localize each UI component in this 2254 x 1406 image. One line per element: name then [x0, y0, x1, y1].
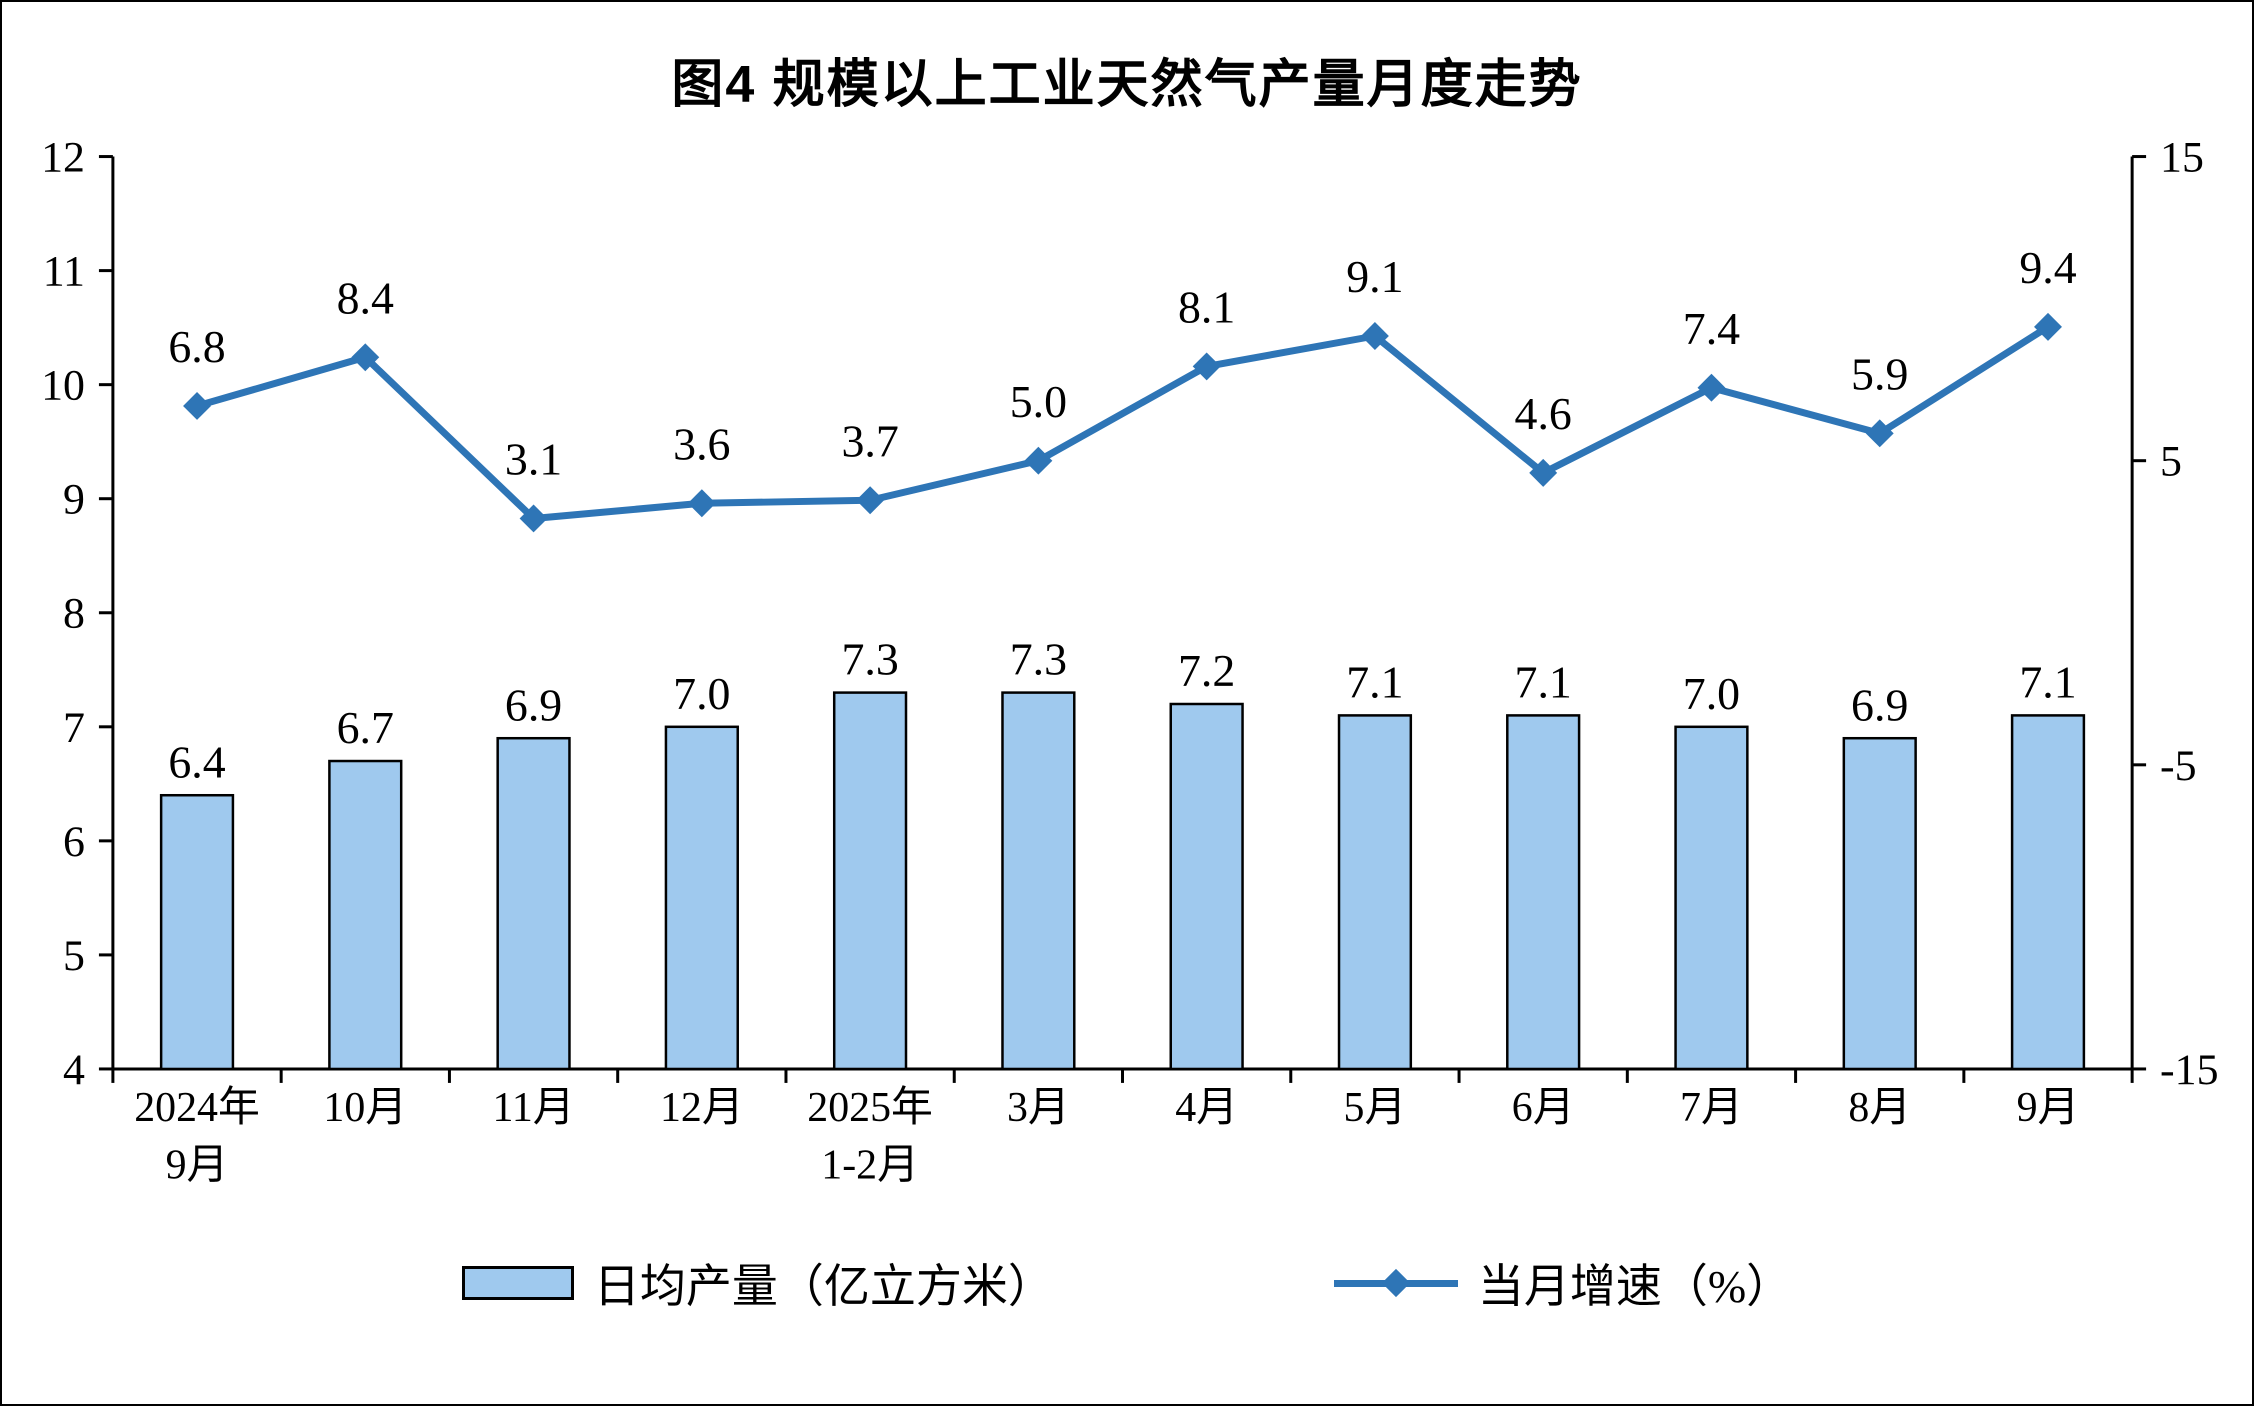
category-label: 2024年 — [134, 1084, 260, 1131]
line-value-label: 9.4 — [2019, 242, 2076, 293]
line-marker — [1024, 446, 1053, 475]
category-label: 12月 — [660, 1085, 744, 1131]
line-value-label: 4.6 — [1515, 388, 1572, 439]
growth-line — [193, 323, 2052, 522]
category-label: 6月 — [1512, 1085, 1575, 1131]
line-marker — [856, 486, 885, 515]
left-axis-tick-label: 11 — [43, 248, 85, 296]
bar-value-label: 6.4 — [168, 736, 225, 787]
bar-value-label: 6.7 — [337, 702, 394, 753]
left-axis-tick-label: 5 — [63, 932, 85, 980]
left-axis-tick-label: 9 — [63, 476, 85, 524]
bar — [1674, 725, 1749, 1071]
bar — [1506, 714, 1581, 1071]
bar-value-label: 7.3 — [841, 634, 898, 685]
line-value-label: 6.8 — [168, 321, 225, 372]
line-value-label: 5.0 — [1010, 376, 1067, 427]
category-label: 9月 — [166, 1143, 229, 1189]
line-marker — [1360, 322, 1389, 350]
bar — [1001, 691, 1076, 1071]
left-axis-tick-label: 12 — [41, 134, 85, 182]
category-label: 5月 — [1344, 1085, 1407, 1131]
line-value-label: 7.4 — [1683, 303, 1740, 354]
category-label: 1-2月 — [821, 1143, 919, 1189]
legend-label-production: 日均产量（亿立方米） — [593, 1261, 1054, 1312]
right-axis-tick-label: -5 — [2160, 742, 2197, 790]
line-marker — [351, 343, 380, 372]
line-marker — [183, 391, 211, 420]
category-label: 4月 — [1175, 1085, 1238, 1131]
bar — [1337, 714, 1413, 1071]
bar — [496, 736, 571, 1071]
category-label: 7月 — [1680, 1085, 1743, 1131]
legend-item-growth: 当月增速（%） — [1333, 1250, 1793, 1316]
bar — [328, 759, 403, 1071]
bar-value-label: 7.1 — [2019, 656, 2076, 707]
left-axis-tick-label: 4 — [63, 1046, 85, 1094]
line-marker — [687, 489, 716, 518]
line-marker — [1192, 352, 1221, 381]
legend-label-growth: 当月增速（%） — [1477, 1261, 1793, 1312]
diamond-marker-icon — [1381, 1268, 1410, 1298]
line-marker — [519, 504, 548, 533]
legend-item-production: 日均产量（亿立方米） — [461, 1250, 1054, 1316]
line-value-label: 8.4 — [337, 272, 394, 323]
line-value-label: 9.1 — [1346, 251, 1403, 302]
left-axis-tick-label: 8 — [63, 590, 85, 638]
line-value-label: 3.1 — [505, 434, 562, 485]
bar-value-label: 7.1 — [1515, 656, 1572, 707]
bar — [832, 691, 908, 1071]
bar-value-label: 6.9 — [505, 679, 562, 730]
right-axis-tick-label: 5 — [2160, 438, 2182, 486]
bar — [1169, 702, 1244, 1071]
bar — [2010, 714, 2086, 1071]
category-label: 10月 — [323, 1085, 407, 1131]
category-label: 11月 — [492, 1085, 574, 1131]
left-axis-tick-label: 7 — [63, 704, 85, 752]
category-label: 9月 — [2017, 1085, 2080, 1131]
bar — [159, 793, 235, 1071]
line-value-label: 3.6 — [673, 418, 730, 469]
bar — [664, 725, 739, 1071]
bar-value-label: 6.9 — [1851, 679, 1908, 730]
right-axis-tick-label: -15 — [2160, 1046, 2218, 1094]
category-label: 2025年 — [807, 1084, 933, 1131]
left-axis-tick-label: 6 — [63, 818, 85, 866]
chart-legend: 日均产量（亿立方米） 当月增速（%） — [2, 1250, 2252, 1316]
right-axis-tick-label: 15 — [2160, 134, 2204, 182]
bar-value-label: 7.1 — [1346, 656, 1403, 707]
line-value-label: 5.9 — [1851, 348, 1908, 399]
bar-value-label: 7.2 — [1178, 645, 1235, 696]
line-value-label: 3.7 — [841, 415, 898, 466]
line-marker — [1697, 373, 1726, 402]
bar-value-label: 7.0 — [1683, 668, 1740, 719]
chart-title: 图4 规模以上工业天然气产量月度走势 — [671, 56, 1583, 114]
category-label: 3月 — [1007, 1085, 1070, 1131]
left-axis-tick-label: 10 — [41, 362, 85, 410]
line-value-label: 8.1 — [1178, 282, 1235, 333]
category-label: 8月 — [1848, 1085, 1911, 1131]
line-swatch-icon — [1333, 1268, 1458, 1298]
bar — [1842, 736, 1917, 1071]
bar-value-label: 7.3 — [1010, 634, 1067, 685]
bar-swatch-icon — [461, 1266, 574, 1300]
bar-value-label: 7.0 — [673, 668, 730, 719]
